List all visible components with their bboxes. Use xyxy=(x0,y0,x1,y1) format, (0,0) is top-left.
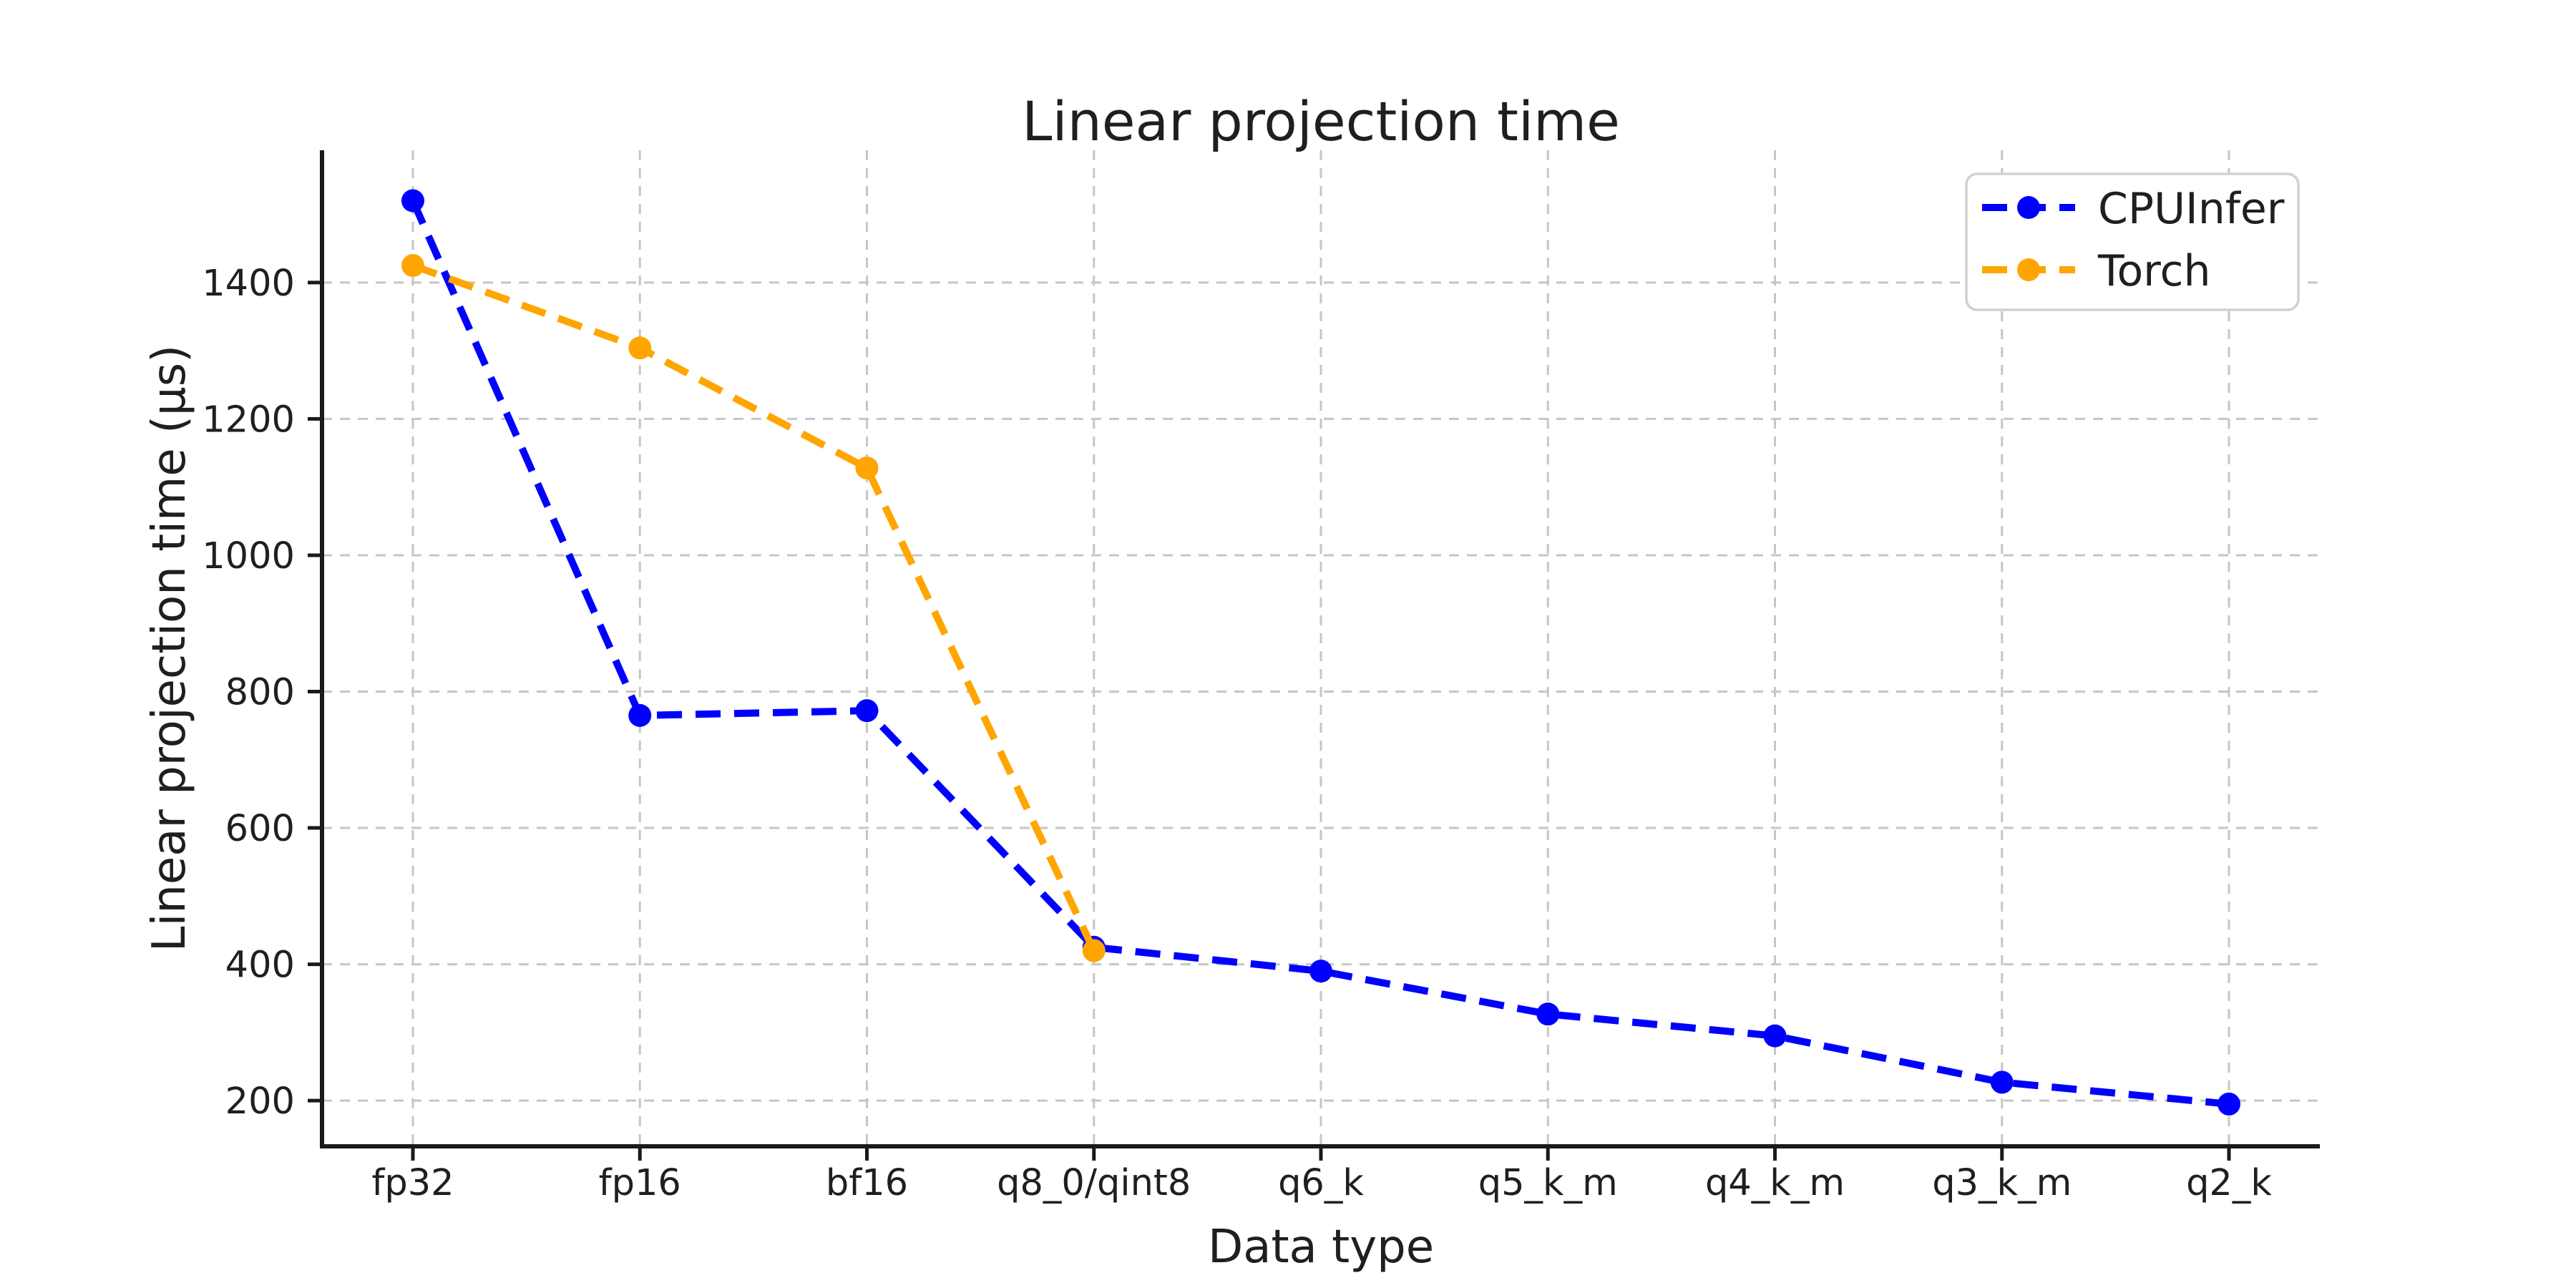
legend: CPUInfer Torch xyxy=(1965,172,2300,311)
data-point-cpuinfer xyxy=(1536,1002,1560,1026)
legend-marker-icon xyxy=(2017,258,2040,281)
x-tick-label: q8_0/qint8 xyxy=(997,1162,1191,1204)
chart-title: Linear projection time xyxy=(1022,89,1620,153)
data-point-torch xyxy=(628,336,652,360)
legend-item-cpuinfer: CPUInfer xyxy=(1982,184,2285,234)
data-point-cpuinfer xyxy=(401,189,424,213)
x-tick-label: q2_k xyxy=(2186,1162,2272,1204)
y-tick-label: 1400 xyxy=(202,263,295,305)
data-point-cpuinfer xyxy=(2218,1092,2240,1116)
data-point-torch xyxy=(1082,939,1106,962)
y-tick-label: 200 xyxy=(225,1080,295,1123)
x-tick-label: fp16 xyxy=(599,1162,681,1204)
gridlines xyxy=(322,150,2320,1146)
legend-box xyxy=(1965,172,2300,311)
y-tick-label: 600 xyxy=(225,808,295,850)
x-axis-label: Data type xyxy=(1208,1221,1434,1274)
legend-label: Torch xyxy=(2097,246,2211,296)
legend-label: CPUInfer xyxy=(2098,184,2285,234)
axes xyxy=(308,150,2320,1161)
data-point-torch xyxy=(855,456,879,479)
y-tick-label: 400 xyxy=(225,945,295,987)
data-point-cpuinfer xyxy=(1990,1070,2014,1094)
x-tick-label: fp32 xyxy=(371,1162,454,1204)
legend-item-torch: Torch xyxy=(1982,246,2211,296)
y-tick-label: 1000 xyxy=(202,535,295,577)
data-point-cpuinfer xyxy=(1309,960,1332,983)
y-tick-label: 800 xyxy=(225,672,295,714)
data-series xyxy=(401,189,2240,1116)
data-point-cpuinfer xyxy=(855,699,879,723)
data-point-cpuinfer xyxy=(1763,1024,1787,1048)
x-tick-label: q4_k_m xyxy=(1705,1162,1845,1204)
y-axis-label: Linear projection time (μs) xyxy=(143,345,196,952)
x-tick-label: q5_k_m xyxy=(1478,1162,1618,1204)
tick-labels: fp32 fp16 bf16 q8_0/qint8 q6_k q5_k_m q4_k_m q3… xyxy=(202,263,2272,1204)
data-point-cpuinfer xyxy=(628,703,652,727)
data-point-torch xyxy=(401,254,424,278)
series-line-cpuinfer xyxy=(409,199,2230,1108)
x-tick-label: q6_k xyxy=(1278,1162,1364,1204)
x-tick-label: bf16 xyxy=(826,1162,908,1204)
y-tick-label: 1200 xyxy=(202,399,295,441)
legend-marker-icon xyxy=(2017,196,2040,219)
x-tick-label: q3_k_m xyxy=(1932,1162,2072,1204)
series-line-torch xyxy=(411,262,1098,952)
